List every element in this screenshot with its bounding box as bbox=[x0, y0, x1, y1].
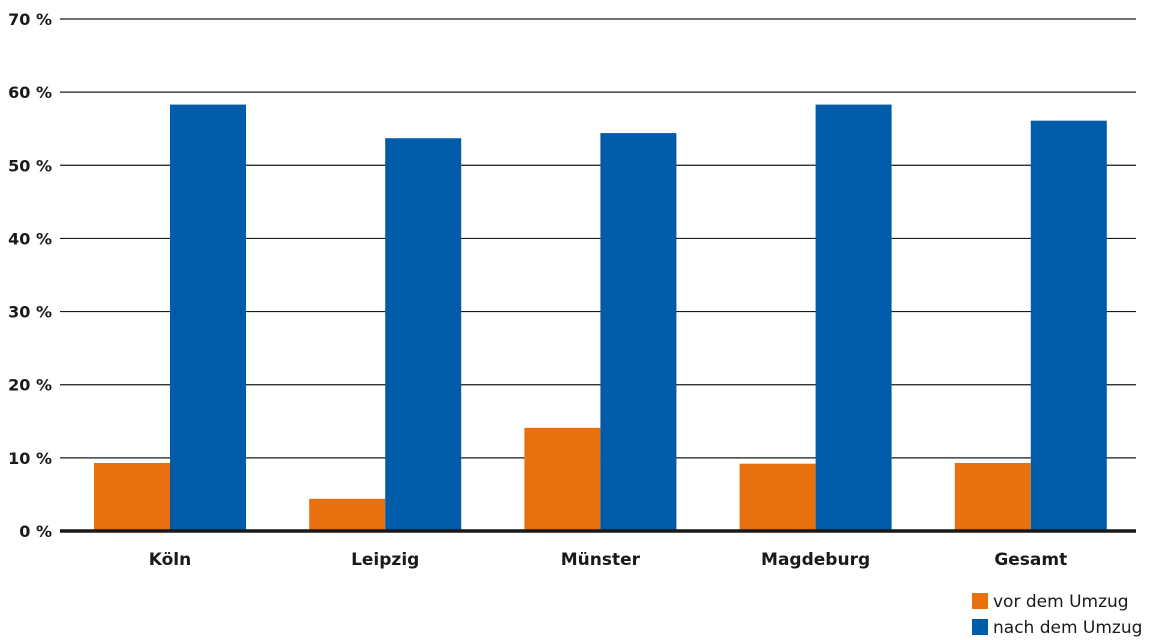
y-axis-tick-labels: 0 % 10 % 20 % 30 % 40 % 50 % 60 % 70 % bbox=[8, 10, 52, 541]
y-tick-label: 70 % bbox=[8, 10, 52, 29]
y-tick-label: 60 % bbox=[8, 83, 52, 102]
legend-label-0: vor dem Umzug bbox=[993, 592, 1129, 612]
bars bbox=[94, 104, 1107, 532]
legend-label-1: nach dem Umzug bbox=[993, 618, 1142, 638]
bar-vor-1 bbox=[309, 498, 386, 531]
x-category-label: Köln bbox=[149, 550, 191, 570]
bar-nach-2 bbox=[600, 133, 677, 532]
y-tick-label: 10 % bbox=[8, 449, 52, 468]
x-category-label: Magdeburg bbox=[761, 550, 870, 570]
y-tick-label: 50 % bbox=[8, 156, 52, 175]
x-category-label: Leipzig bbox=[351, 550, 419, 570]
y-tick-label: 20 % bbox=[8, 376, 52, 395]
y-tick-label: 30 % bbox=[8, 303, 52, 322]
bar-nach-4 bbox=[1030, 120, 1107, 531]
bar-vor-2 bbox=[524, 427, 601, 531]
bar-nach-3 bbox=[815, 104, 892, 531]
bar-vor-4 bbox=[954, 462, 1031, 531]
bar-vor-0 bbox=[94, 462, 170, 531]
x-category-label: Münster bbox=[561, 550, 641, 570]
bar-nach-0 bbox=[170, 104, 246, 531]
x-category-label: Gesamt bbox=[994, 550, 1067, 570]
legend: vor dem Umzug nach dem Umzug bbox=[972, 592, 1142, 638]
bar-vor-3 bbox=[739, 463, 816, 531]
legend-swatch-0 bbox=[972, 593, 988, 609]
bar-nach-1 bbox=[385, 138, 462, 532]
y-tick-label: 0 % bbox=[19, 522, 52, 541]
y-tick-label: 40 % bbox=[8, 229, 52, 248]
legend-swatch-1 bbox=[972, 619, 988, 635]
x-axis-category-labels: Köln Leipzig Münster Magdeburg Gesamt bbox=[149, 550, 1068, 570]
